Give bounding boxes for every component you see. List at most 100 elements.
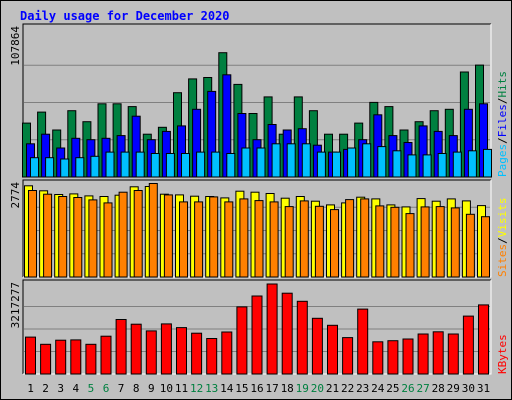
bar-pages-day-1 bbox=[30, 157, 39, 178]
bar-sites-day-5 bbox=[88, 199, 98, 278]
bar-sites-day-21 bbox=[330, 209, 339, 278]
bar-pages-day-6 bbox=[105, 151, 115, 178]
xtick-day-12: 12 bbox=[190, 382, 203, 395]
bar-kbytes-day-6 bbox=[100, 335, 112, 375]
bar-pages-day-17 bbox=[271, 143, 281, 178]
bar-sites-day-7 bbox=[118, 191, 128, 278]
legend-entry: Visits bbox=[496, 198, 509, 238]
bar-pages-day-13 bbox=[211, 151, 221, 178]
xtick-day-6: 6 bbox=[103, 382, 110, 395]
bar-pages-day-23 bbox=[362, 143, 372, 178]
legend-kbytes: KBytes bbox=[496, 334, 509, 374]
xtick-day-26: 26 bbox=[401, 382, 414, 395]
bar-sites-day-6 bbox=[103, 202, 113, 278]
bar-sites-day-13 bbox=[209, 196, 219, 278]
bar-pages-day-25 bbox=[392, 150, 402, 178]
bar-pages-day-18 bbox=[286, 143, 296, 178]
bar-pages-day-31 bbox=[483, 148, 492, 178]
bar-pages-day-12 bbox=[196, 151, 206, 178]
bar-kbytes-day-15 bbox=[236, 306, 248, 375]
xtick-day-5: 5 bbox=[88, 382, 95, 395]
xtick-day-7: 7 bbox=[118, 382, 125, 395]
panel-kbytes-bevel-dark bbox=[22, 279, 491, 374]
legend-entry: Pages bbox=[496, 144, 509, 177]
legend-usage: Pages/Files/Hits bbox=[496, 71, 509, 177]
bar-sites-day-23 bbox=[360, 198, 370, 278]
bar-kbytes-day-26 bbox=[402, 338, 414, 375]
bar-kbytes-day-29 bbox=[447, 333, 459, 375]
xtick-day-3: 3 bbox=[57, 382, 64, 395]
bar-kbytes-day-22 bbox=[342, 337, 354, 375]
legend-entry: Files bbox=[496, 104, 509, 137]
bar-kbytes-day-2 bbox=[40, 343, 52, 375]
bar-sites-day-14 bbox=[224, 201, 234, 278]
bar-kbytes-day-31 bbox=[478, 304, 489, 375]
bar-kbytes-day-5 bbox=[85, 343, 97, 375]
bar-pages-day-5 bbox=[90, 155, 100, 178]
ytick-usage: 107864 bbox=[9, 26, 22, 66]
bar-pages-day-15 bbox=[241, 147, 251, 178]
bar-pages-day-26 bbox=[407, 154, 417, 178]
bar-sites-day-31 bbox=[481, 216, 490, 278]
bar-kbytes-day-16 bbox=[251, 295, 263, 375]
bar-pages-day-22 bbox=[347, 147, 357, 178]
bar-sites-day-10 bbox=[163, 194, 173, 278]
bar-kbytes-day-13 bbox=[206, 338, 218, 375]
xtick-day-31: 31 bbox=[477, 382, 490, 395]
bar-pages-day-30 bbox=[467, 150, 477, 178]
bar-kbytes-day-21 bbox=[327, 324, 338, 375]
bar-sites-day-30 bbox=[465, 213, 475, 278]
bar-pages-day-21 bbox=[332, 151, 341, 178]
xtick-day-24: 24 bbox=[371, 382, 385, 395]
bar-sites-day-11 bbox=[179, 201, 188, 278]
xtick-day-16: 16 bbox=[250, 382, 263, 395]
xtick-day-2: 2 bbox=[42, 382, 49, 395]
bar-pages-day-20 bbox=[316, 151, 326, 178]
bar-kbytes-day-4 bbox=[70, 339, 82, 375]
bar-kbytes-day-28 bbox=[432, 331, 444, 375]
xtick-day-27: 27 bbox=[416, 382, 429, 395]
bar-kbytes-day-8 bbox=[130, 323, 142, 375]
xtick-day-15: 15 bbox=[235, 382, 248, 395]
bar-kbytes-day-11 bbox=[176, 327, 187, 375]
bar-sites-day-28 bbox=[435, 206, 445, 278]
xtick-day-14: 14 bbox=[220, 382, 234, 395]
bar-pages-day-10 bbox=[165, 153, 175, 178]
bar-pages-day-9 bbox=[150, 153, 160, 178]
ytick-visits: 2774 bbox=[9, 182, 22, 209]
legend-entry: / bbox=[496, 98, 509, 105]
xtick-day-17: 17 bbox=[265, 382, 278, 395]
legend-entry: / bbox=[496, 237, 509, 244]
xtick-day-30: 30 bbox=[462, 382, 475, 395]
bar-kbytes-day-7 bbox=[115, 319, 127, 375]
bar-pages-day-29 bbox=[452, 151, 462, 178]
bar-kbytes-day-1 bbox=[25, 336, 36, 375]
xtick-day-21: 21 bbox=[326, 382, 339, 395]
xtick-day-29: 29 bbox=[447, 382, 460, 395]
bar-sites-day-15 bbox=[239, 198, 249, 278]
bar-pages-day-3 bbox=[60, 158, 70, 178]
bar-kbytes-day-30 bbox=[462, 315, 474, 375]
xtick-day-8: 8 bbox=[133, 382, 140, 395]
bar-kbytes-day-19 bbox=[296, 300, 308, 375]
bar-kbytes-day-20 bbox=[311, 317, 323, 375]
bar-sites-day-17 bbox=[269, 201, 279, 278]
bar-sites-day-25 bbox=[390, 206, 400, 278]
panel-visits-bevel-dark bbox=[22, 179, 491, 277]
bar-kbytes-day-18 bbox=[281, 292, 293, 375]
legend-entry: KBytes bbox=[496, 334, 509, 374]
bar-kbytes-day-17 bbox=[266, 283, 278, 375]
bar-sites-day-16 bbox=[254, 200, 264, 278]
bar-sites-day-9 bbox=[148, 183, 158, 278]
bar-pages-day-14 bbox=[226, 153, 236, 178]
xtick-day-11: 11 bbox=[175, 382, 188, 395]
xtick-day-1: 1 bbox=[27, 382, 34, 395]
xtick-day-25: 25 bbox=[386, 382, 399, 395]
bar-pages-day-28 bbox=[437, 153, 447, 178]
bar-sites-day-19 bbox=[299, 200, 309, 278]
bar-kbytes-day-12 bbox=[191, 332, 203, 375]
bar-kbytes-day-24 bbox=[372, 341, 384, 375]
bar-sites-day-12 bbox=[194, 201, 204, 278]
legend-entry: Hits bbox=[496, 71, 509, 98]
